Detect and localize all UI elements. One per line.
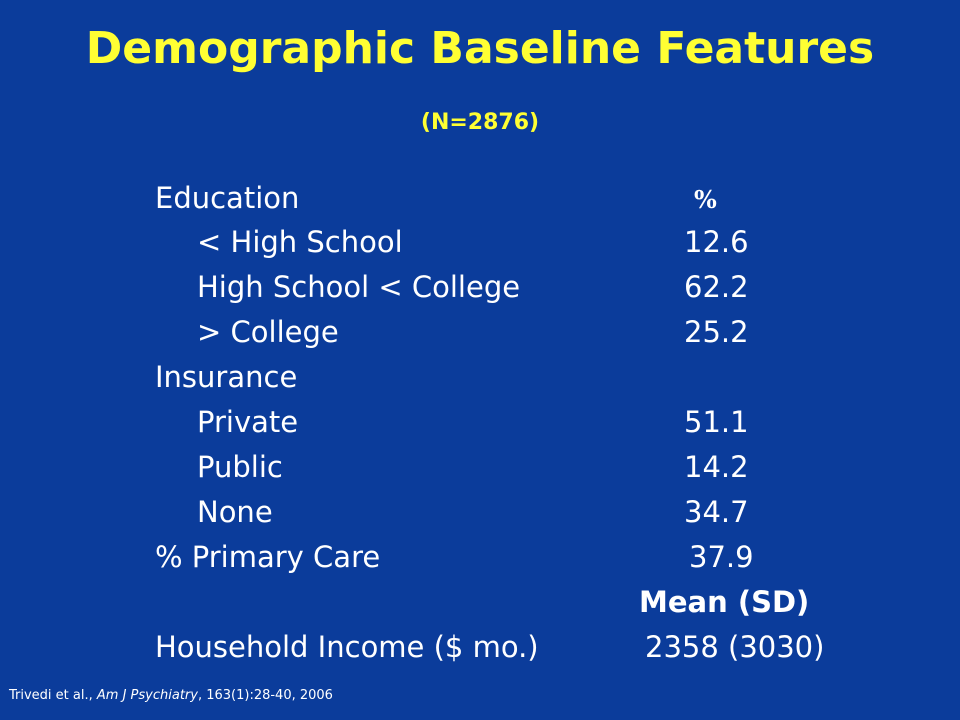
citation-journal: Am J Psychiatry: [96, 688, 198, 703]
slide-title: Demographic Baseline Features: [85, 23, 875, 74]
primary-care-value: 37.9: [689, 540, 754, 574]
insurance-heading: Insurance: [155, 360, 298, 394]
household-income-label: Household Income ($ mo.): [155, 630, 539, 664]
table-row: Public 14.2: [0, 445, 960, 489]
table-row: > College 25.2: [0, 310, 960, 354]
table-row: Private 51.1: [0, 400, 960, 444]
primary-care-label: % Primary Care: [155, 540, 381, 574]
household-income-row: Household Income ($ mo.) 2358 (3030): [0, 625, 960, 669]
mean-sd-column-header: Mean (SD): [639, 585, 810, 619]
row-label: High School < College: [197, 270, 521, 304]
row-value: 51.1: [684, 405, 749, 439]
education-heading-row: Education %: [0, 176, 960, 220]
row-label: < High School: [197, 225, 403, 259]
insurance-heading-row: Insurance: [0, 355, 960, 399]
citation-details: , 163(1):28-40, 2006: [197, 688, 333, 703]
table-row: < High School 12.6: [0, 220, 960, 264]
primary-care-row: % Primary Care 37.9: [0, 535, 960, 579]
percent-column-header: %: [694, 185, 717, 214]
row-value: 62.2: [684, 270, 749, 304]
table-row: High School < College 62.2: [0, 265, 960, 309]
row-value: 25.2: [684, 315, 749, 349]
row-label: > College: [197, 315, 339, 349]
education-heading: Education: [155, 181, 300, 215]
row-value: 14.2: [684, 450, 749, 484]
citation: Trivedi et al., Am J Psychiatry, 163(1):…: [9, 686, 333, 706]
row-label: Public: [197, 450, 283, 484]
row-value: 34.7: [684, 495, 749, 529]
household-income-value: 2358 (3030): [645, 630, 825, 664]
row-label: None: [197, 495, 273, 529]
mean-sd-header-row: Mean (SD): [0, 580, 960, 624]
row-label: Private: [197, 405, 299, 439]
citation-authors: Trivedi et al.,: [9, 688, 97, 703]
row-value: 12.6: [684, 225, 749, 259]
table-row: None 34.7: [0, 490, 960, 534]
slide-subtitle: (N=2876): [420, 110, 540, 135]
